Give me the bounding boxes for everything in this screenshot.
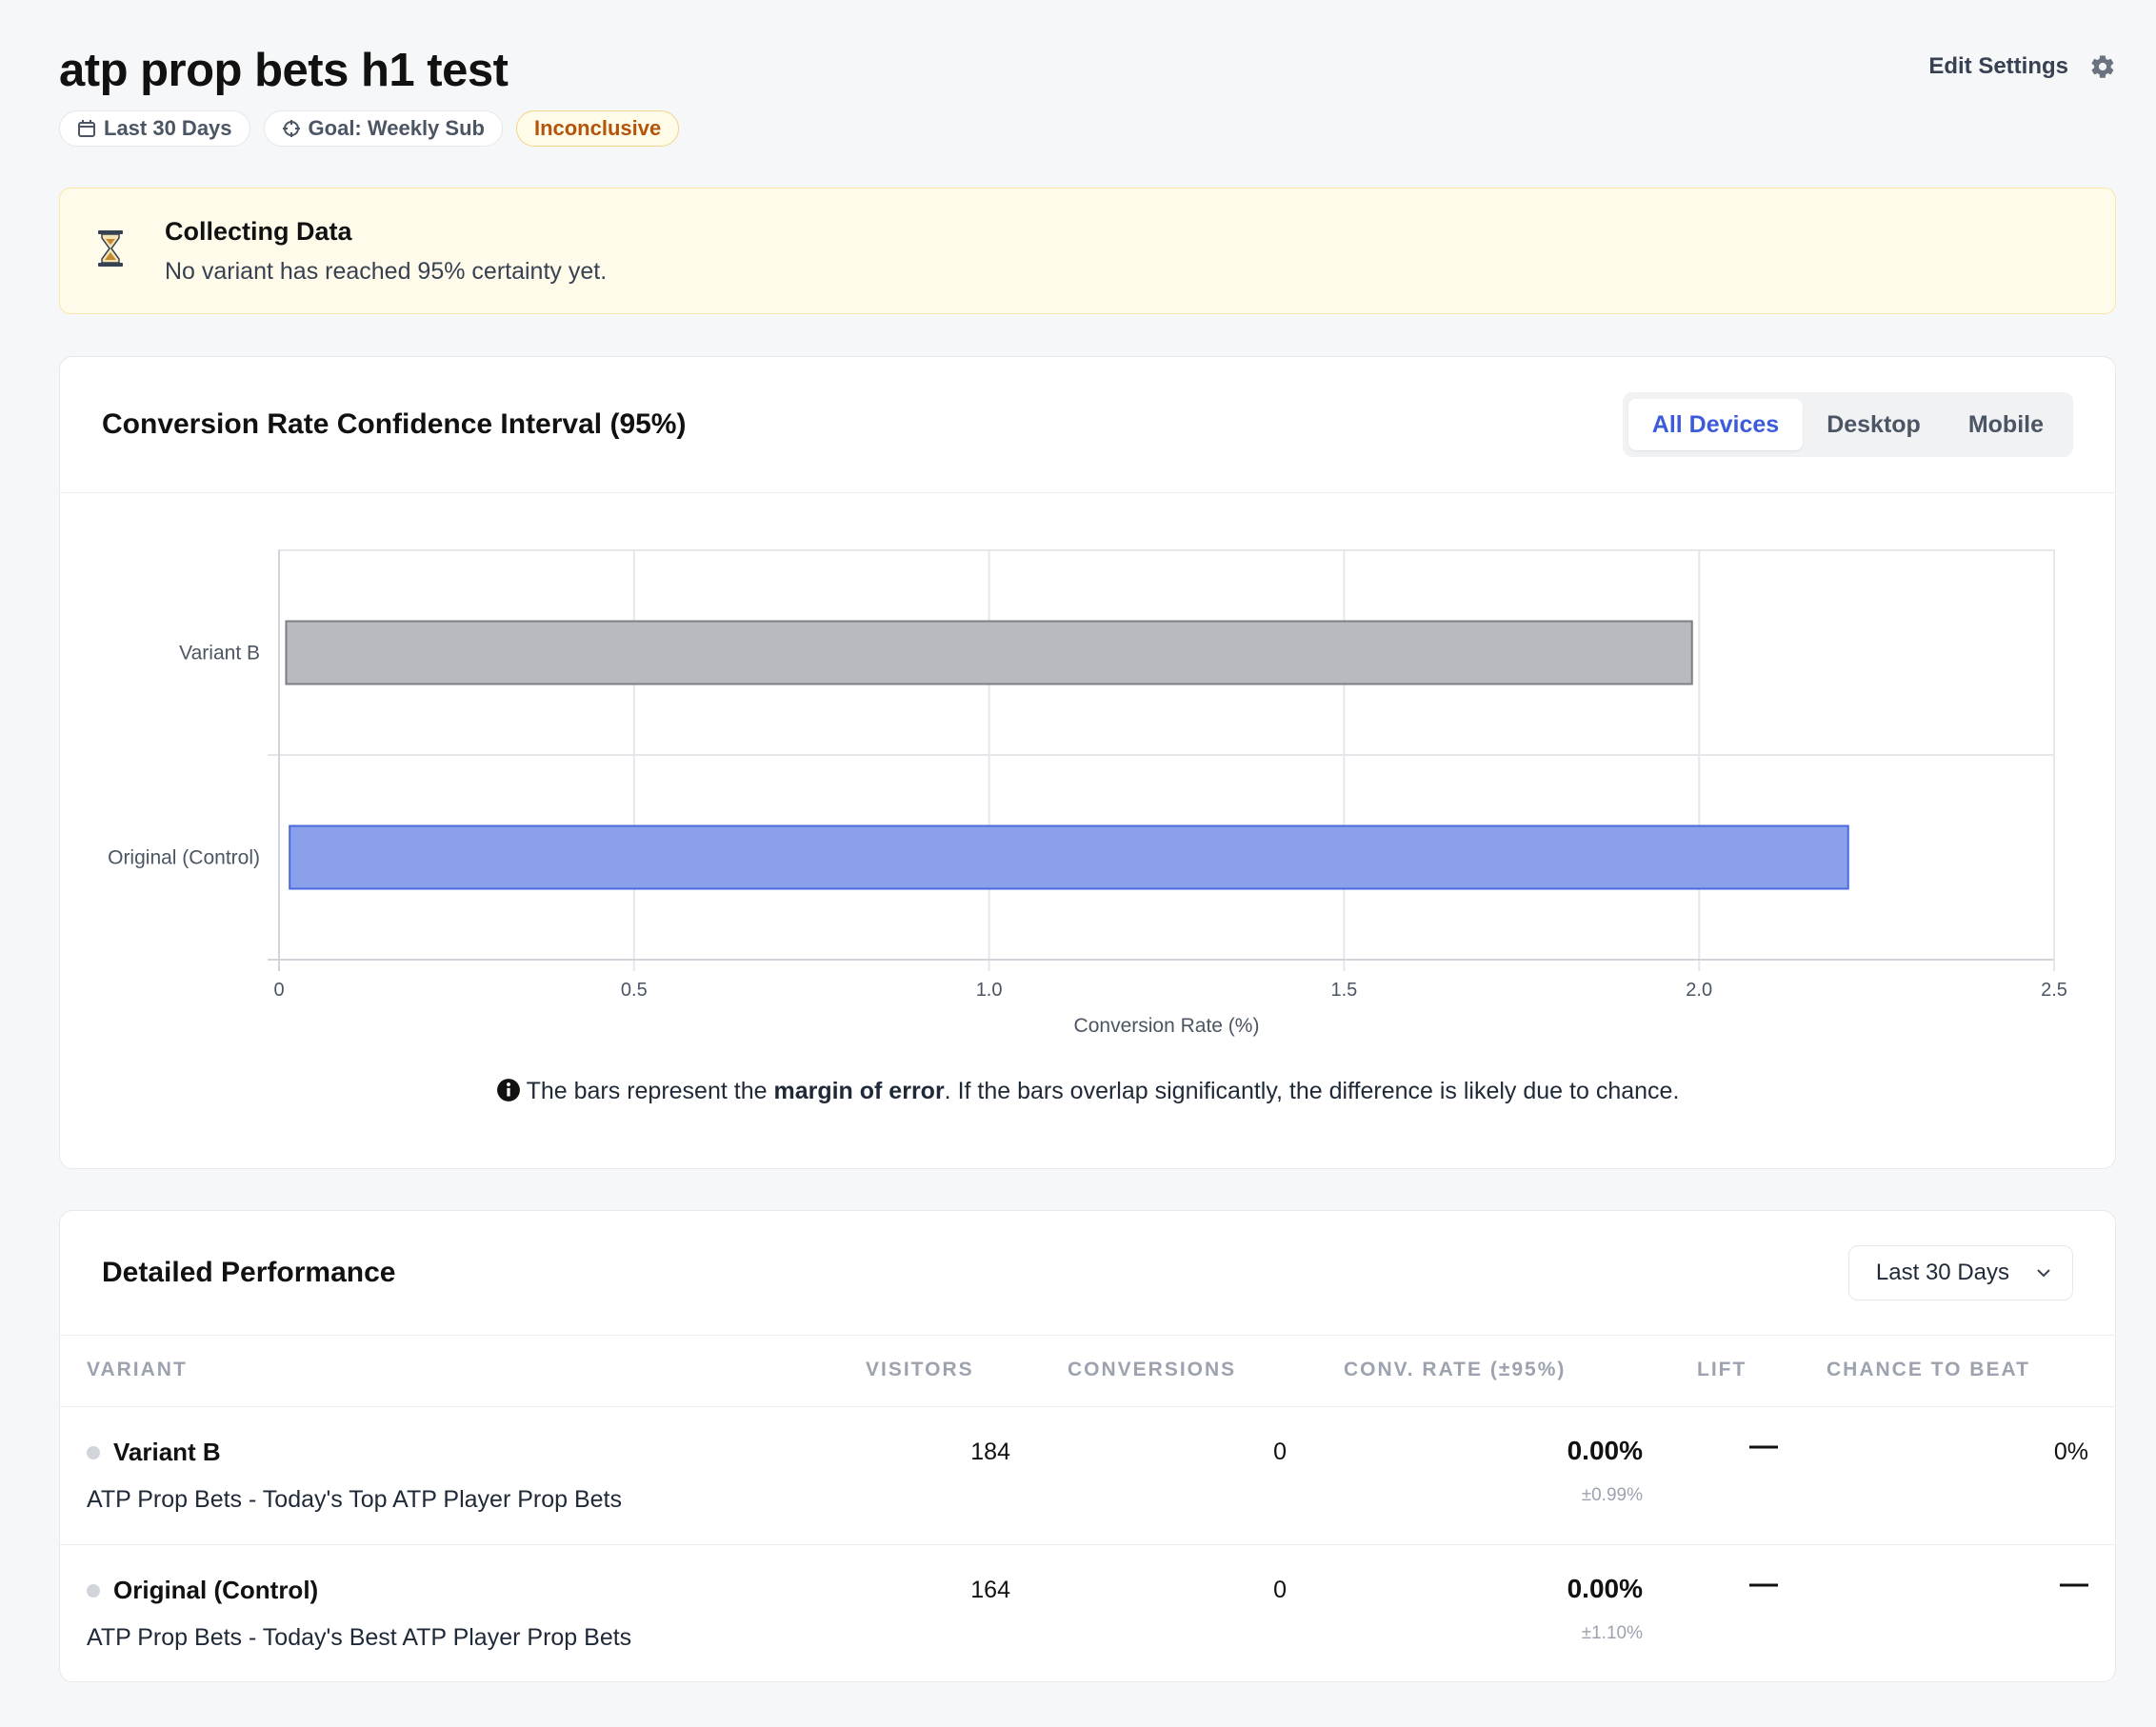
status-badge: Inconclusive bbox=[515, 110, 680, 147]
col-chance-to-beat: CHANCE TO BEAT bbox=[1827, 1359, 2030, 1380]
device-segmented-control: All Devices Desktop Mobile bbox=[1622, 392, 2073, 457]
chance-value: 0% bbox=[2053, 1439, 2088, 1465]
chart-card-header: Conversion Rate Confidence Interval (95%… bbox=[60, 357, 2115, 493]
chart-note-pre: The bars represent the bbox=[526, 1078, 774, 1104]
x-axis-title: Conversion Rate (%) bbox=[1074, 1015, 1260, 1037]
page-header: atp prop bets h1 test Last 30 Days Goal:… bbox=[59, 42, 2116, 156]
lift-value: — bbox=[1749, 1430, 1778, 1461]
segment-mobile[interactable]: Mobile bbox=[1967, 410, 2044, 438]
table-header: VARIANT VISITORS CONVERSIONS CONV. RATE … bbox=[60, 1336, 2115, 1407]
x-tick-label: 0 bbox=[273, 980, 284, 1001]
confidence-interval-card: Conversion Rate Confidence Interval (95%… bbox=[59, 356, 2116, 1169]
segment-desktop[interactable]: Desktop bbox=[1827, 410, 1921, 438]
x-tick-label: 2.5 bbox=[2041, 980, 2067, 1001]
col-visitors: VISITORS bbox=[866, 1359, 974, 1380]
visitors-value: 184 bbox=[970, 1439, 1010, 1465]
variant-name: Variant B bbox=[87, 1438, 221, 1467]
col-conversions: CONVERSIONS bbox=[1068, 1359, 1237, 1380]
detailed-performance-card: Detailed Performance Last 30 Days VARIAN… bbox=[59, 1210, 2116, 1682]
variant-desc: ATP Prop Bets - Today's Top ATP Player P… bbox=[87, 1486, 622, 1513]
segment-all-devices[interactable]: All Devices bbox=[1627, 399, 1804, 450]
page-title: atp prop bets h1 test bbox=[59, 45, 509, 96]
date-range-pill: Last 30 Days bbox=[59, 110, 250, 147]
alert-title: Collecting Data bbox=[165, 216, 352, 246]
variant-dot bbox=[87, 1445, 100, 1459]
lift-value: — bbox=[1749, 1568, 1778, 1599]
chart-note-bold: margin of error bbox=[773, 1078, 945, 1104]
x-tick-label: 1.0 bbox=[976, 980, 1003, 1001]
info-icon bbox=[496, 1079, 520, 1102]
table-card-header: Detailed Performance Last 30 Days bbox=[60, 1211, 2115, 1336]
variant-name-text: Original (Control) bbox=[113, 1576, 319, 1604]
meta-pills: Last 30 Days Goal: Weekly Sub Inconclusi… bbox=[59, 110, 2116, 147]
table-row: Variant B ATP Prop Bets - Today's Top AT… bbox=[60, 1407, 2115, 1545]
conv-rate-value: 0.00% bbox=[1567, 1574, 1643, 1603]
chance-value: — bbox=[2060, 1568, 2088, 1599]
range-dropdown-label: Last 30 Days bbox=[1875, 1260, 2009, 1285]
confidence-interval-chart: 0 0.5 1.0 1.5 2.0 2.5 Variant B Original (Contr… bbox=[108, 549, 2067, 1037]
x-tick-label: 1.5 bbox=[1330, 980, 1357, 1001]
edit-settings-label: Edit Settings bbox=[1928, 53, 2068, 79]
table-row: Original (Control) ATP Prop Bets - Today… bbox=[60, 1545, 2115, 1683]
variant-dot bbox=[87, 1583, 100, 1598]
variant-name-text: Variant B bbox=[113, 1438, 221, 1466]
conversions-value: 0 bbox=[1273, 1577, 1287, 1603]
alert-body: Collecting Data No variant has reached 9… bbox=[165, 217, 607, 286]
goal-label: Goal: Weekly Sub bbox=[308, 116, 485, 140]
chevron-down-icon bbox=[2037, 1269, 2050, 1278]
chart-note-post: . If the bars overlap significantly, the… bbox=[944, 1078, 1680, 1104]
col-variant: VARIANT bbox=[87, 1359, 188, 1380]
chart-note: The bars represent the margin of error. … bbox=[60, 1078, 2115, 1105]
conv-rate-value: 0.00% bbox=[1567, 1436, 1643, 1465]
x-tick-label: 0.5 bbox=[621, 980, 648, 1001]
conv-rate-margin: ±1.10% bbox=[1581, 1623, 1643, 1643]
variant-desc: ATP Prop Bets - Today's Best ATP Player … bbox=[87, 1624, 632, 1651]
collecting-data-alert: Collecting Data No variant has reached 9… bbox=[59, 188, 2116, 314]
conversions-value: 0 bbox=[1273, 1439, 1287, 1465]
crosshair-icon bbox=[282, 120, 300, 137]
date-range-label: Last 30 Days bbox=[104, 116, 232, 140]
y-category-label: Variant B bbox=[179, 643, 260, 665]
alert-text: No variant has reached 95% certainty yet… bbox=[165, 257, 608, 285]
status-label: Inconclusive bbox=[533, 116, 662, 140]
ci-bar-0 bbox=[285, 620, 1693, 685]
edit-settings-button[interactable]: Edit Settings bbox=[1928, 53, 2116, 80]
variant-name: Original (Control) bbox=[87, 1576, 318, 1605]
y-category-label: Original (Control) bbox=[108, 847, 260, 869]
col-lift: LIFT bbox=[1697, 1359, 1747, 1380]
goal-pill: Goal: Weekly Sub bbox=[263, 110, 503, 147]
col-conv-rate: CONV. RATE (±95%) bbox=[1344, 1359, 1567, 1380]
hourglass-icon bbox=[96, 229, 134, 273]
conv-rate-margin: ±0.99% bbox=[1581, 1485, 1643, 1505]
gear-icon bbox=[2091, 55, 2114, 78]
ci-bar-1 bbox=[289, 824, 1849, 890]
visitors-value: 164 bbox=[970, 1577, 1010, 1603]
table-card-title: Detailed Performance bbox=[102, 1257, 396, 1288]
chart-card-title: Conversion Rate Confidence Interval (95%… bbox=[102, 408, 687, 440]
range-dropdown[interactable]: Last 30 Days bbox=[1847, 1245, 2073, 1300]
x-tick-label: 2.0 bbox=[1686, 980, 1712, 1001]
calendar-icon bbox=[78, 120, 95, 137]
